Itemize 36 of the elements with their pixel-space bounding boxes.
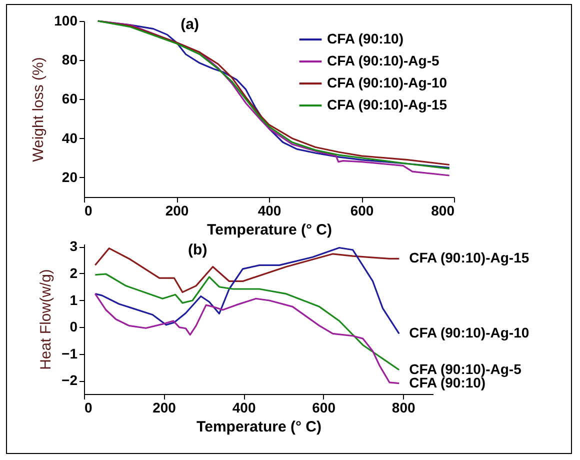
x-tick-label: 200 bbox=[152, 400, 176, 416]
y-tick-label: 20 bbox=[62, 168, 78, 185]
x-tick-label: 0 bbox=[84, 202, 92, 218]
series-label: CFA (90:10)-Ag-5 bbox=[409, 360, 522, 377]
x-tick-label: 600 bbox=[350, 202, 374, 218]
y-tick-label: −1 bbox=[62, 345, 78, 362]
y-tick-label: −2 bbox=[62, 372, 78, 388]
x-tick-label: 800 bbox=[392, 400, 416, 416]
series-label: CFA (90:10)-Ag-10 bbox=[409, 324, 530, 341]
chart-title: (b) bbox=[188, 242, 208, 259]
legend-label: CFA (90:10) bbox=[327, 30, 404, 46]
y-axis-title: Heat Flow(w/g) bbox=[38, 269, 55, 370]
x-tick-label: 200 bbox=[165, 202, 189, 218]
chart-title: (a) bbox=[180, 16, 199, 33]
legend-label: CFA (90:10)-Ag-5 bbox=[327, 52, 440, 68]
y-tick-label: 40 bbox=[62, 130, 78, 146]
y-tick-label: 1 bbox=[70, 292, 78, 308]
x-tick-label: 0 bbox=[84, 400, 92, 416]
series-label: CFA (90:10)-Ag-15 bbox=[409, 250, 530, 266]
legend-label: CFA (90:10)-Ag-15 bbox=[327, 96, 448, 112]
x-tick-label: 400 bbox=[258, 202, 282, 218]
y-axis-title: Weight loss (%) bbox=[30, 57, 48, 162]
line-series bbox=[94, 273, 400, 371]
x-tick-label: 400 bbox=[232, 400, 256, 416]
y-tick-label: 100 bbox=[54, 12, 78, 28]
x-axis-title: Temperature (° C) bbox=[196, 418, 322, 436]
y-tick-label: 2 bbox=[70, 264, 78, 281]
y-tick-label: 60 bbox=[62, 90, 78, 107]
legend-label: CFA (90:10)-Ag-10 bbox=[327, 74, 448, 90]
y-tick-label: 3 bbox=[70, 238, 78, 254]
x-axis-title: Temperature (° C) bbox=[207, 222, 332, 238]
line-series bbox=[94, 293, 400, 384]
x-tick-label: 800 bbox=[431, 202, 455, 218]
y-tick-label: 0 bbox=[70, 318, 78, 335]
x-tick-label: 600 bbox=[312, 400, 336, 416]
y-tick-label: 80 bbox=[62, 52, 78, 68]
